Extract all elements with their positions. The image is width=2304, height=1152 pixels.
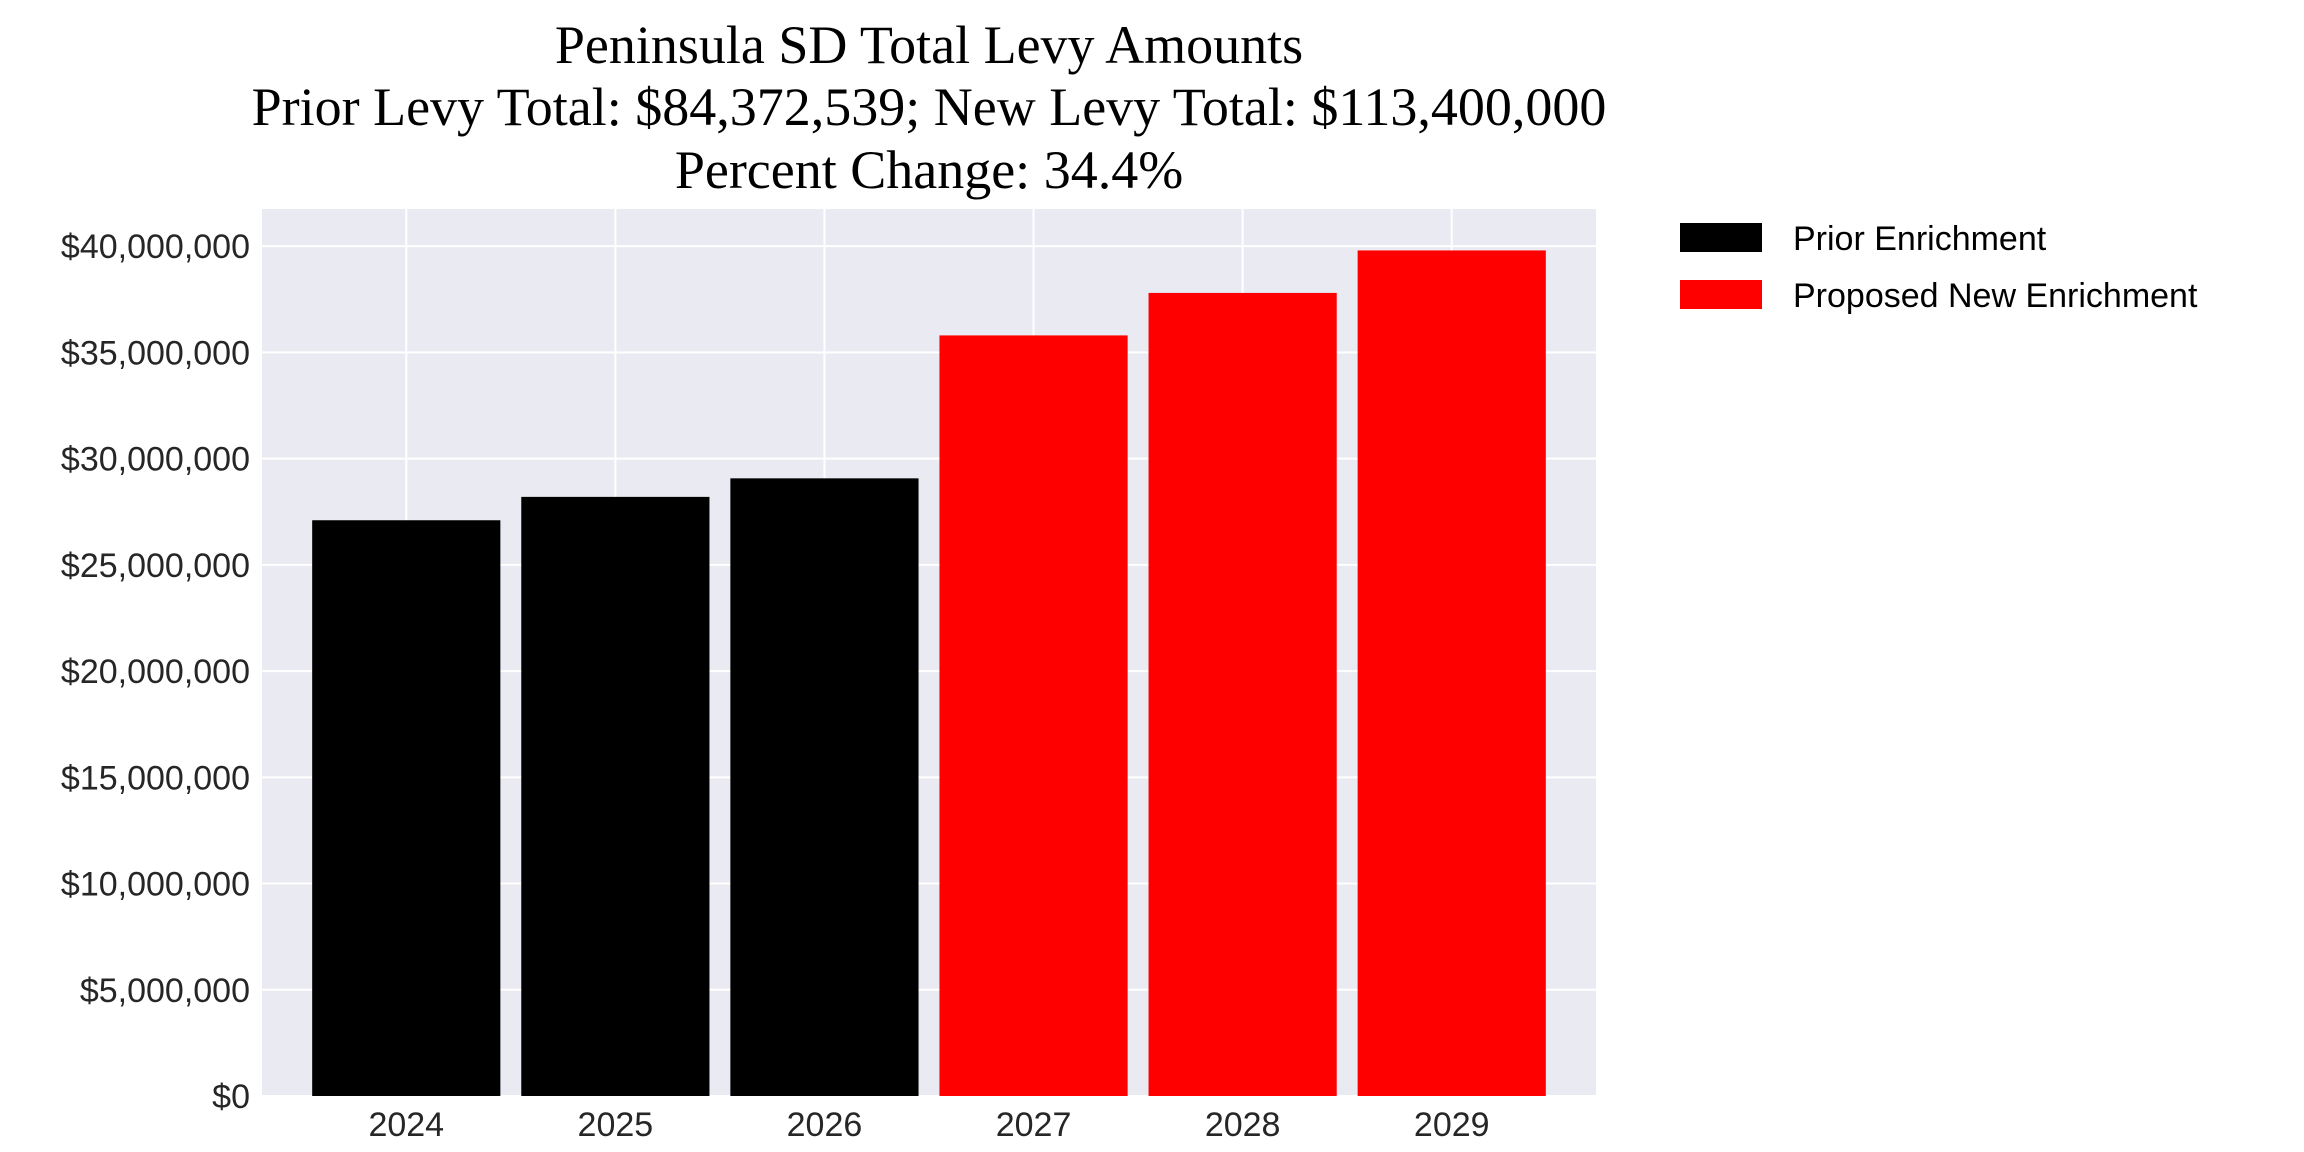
y-tick-label: $10,000,000 — [61, 866, 250, 904]
chart-title-line-3: Percent Change: 34.4% — [675, 140, 1183, 200]
y-tick-label: $5,000,000 — [80, 972, 250, 1010]
legend-label: Proposed New Enrichment — [1793, 277, 2198, 315]
x-tick-label: 2025 — [578, 1106, 654, 1144]
x-tick-label: 2027 — [996, 1106, 1072, 1144]
bar-2024 — [312, 520, 501, 1096]
bar-2029 — [1357, 250, 1546, 1097]
legend-swatch — [1680, 223, 1762, 252]
chart-title-line-1: Peninsula SD Total Levy Amounts — [555, 15, 1303, 75]
legend-label: Prior Enrichment — [1793, 220, 2047, 258]
x-tick-label: 2024 — [368, 1106, 444, 1144]
y-tick-label: $0 — [212, 1078, 250, 1116]
chart-title-line-2: Prior Levy Total: $84,372,539; New Levy … — [252, 77, 1607, 137]
y-tick-label: $15,000,000 — [61, 759, 250, 797]
bar-2028 — [1148, 292, 1337, 1096]
legend-swatch — [1680, 280, 1762, 309]
y-tick-label: $40,000,000 — [61, 228, 250, 266]
y-tick-label: $35,000,000 — [61, 334, 250, 372]
y-tick-label: $25,000,000 — [61, 547, 250, 585]
x-tick-label: 2029 — [1414, 1106, 1490, 1144]
y-tick-label: $20,000,000 — [61, 653, 250, 691]
bar-2027 — [939, 335, 1128, 1096]
bar-2026 — [730, 478, 919, 1096]
bar-2025 — [521, 496, 710, 1096]
y-tick-label: $30,000,000 — [61, 441, 250, 479]
x-tick-label: 2026 — [787, 1106, 863, 1144]
x-tick-label: 2028 — [1205, 1106, 1281, 1144]
